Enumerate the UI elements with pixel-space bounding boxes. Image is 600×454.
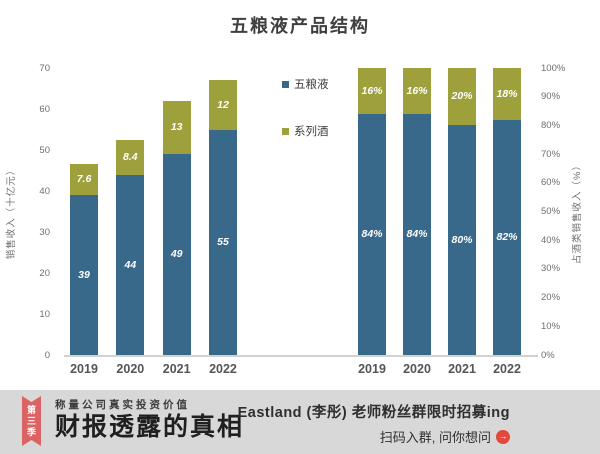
bar-segment: 18% <box>493 68 521 120</box>
bar-group-2020: 44 8.4 2020 <box>116 68 145 376</box>
y-tick-label: 60 <box>39 103 50 115</box>
right-y-axis-ticks: 0% 10% 20% 30% 40% 50% 60% 70% 80% 90% 100% <box>541 63 581 359</box>
bar-value-label: 16% <box>406 84 428 97</box>
bar-group-2022: 82% 18% 2022 <box>493 68 521 376</box>
share-bars: 84% 16% 2019 84% 16% 2020 80% 20% 2021 82% 18% 2022 <box>350 68 537 376</box>
chart-legend: 五粮液 系列酒 <box>282 76 329 139</box>
x-axis-year-label: 2019 <box>70 362 98 376</box>
bar-value-label: 16% <box>361 84 383 97</box>
legend-item-series-liquor: 系列酒 <box>282 123 329 139</box>
left-y-axis-ticks: 0 10 20 30 40 50 60 70 <box>18 63 50 359</box>
bar-value-label: 80% <box>451 233 473 246</box>
y-tick-label: 0% <box>541 349 555 361</box>
bar-segment: 55 <box>208 129 237 355</box>
bar-group-2021: 80% 20% 2021 <box>448 68 476 376</box>
left-y-axis-title: 销售收入（十亿元） <box>6 164 17 259</box>
revenue-bars: 39 7.6 2019 44 8.4 2020 49 13 2021 55 12 2022 <box>65 68 245 376</box>
bar-value-label: 44 <box>124 258 137 271</box>
season-ribbon-label: 第三季 <box>26 404 36 438</box>
legend-swatch-blue-icon <box>282 80 289 88</box>
bar-segment: 44 <box>116 174 145 355</box>
banner-branding: 称量公司真实投资价值 财报透露的真相 <box>55 397 244 442</box>
x-axis-year-label: 2022 <box>209 362 237 376</box>
banner-tagline: 称量公司真实投资价值 <box>55 399 190 411</box>
bar-group-2021: 49 13 2021 <box>162 68 191 376</box>
y-tick-label: 0 <box>44 349 50 361</box>
bar-value-label: 20% <box>451 90 473 103</box>
bar-segment: 82% <box>493 119 521 355</box>
y-tick-label: 20 <box>39 267 50 279</box>
x-axis-year-label: 2020 <box>116 362 145 376</box>
bar-segment: 20% <box>448 68 476 126</box>
legend-swatch-olive-icon <box>282 127 289 135</box>
banner-promo-text: Eastland (李彤) 老师粉丝群限时招募ing 扫码入群, 问你想问 → <box>238 401 510 446</box>
season-ribbon: 第三季 <box>22 396 41 446</box>
y-tick-label: 20% <box>541 291 561 303</box>
y-tick-label: 30% <box>541 263 561 275</box>
bar-segment: 13 <box>162 100 191 155</box>
legend-label-series-liquor: 系列酒 <box>294 126 329 138</box>
bar-group-2019: 84% 16% 2019 <box>358 68 386 376</box>
x-axis-year-label: 2021 <box>448 362 476 376</box>
bar-value-label: 7.6 <box>76 173 92 186</box>
y-tick-label: 30 <box>39 226 50 238</box>
y-tick-label: 100% <box>541 62 566 74</box>
bar-segment: 49 <box>162 154 191 355</box>
bar-segment: 84% <box>358 113 386 355</box>
bar-value-label: 12 <box>217 98 229 111</box>
arrow-circle-icon: → <box>496 429 510 444</box>
legend-label-wuliangye: 五粮液 <box>294 79 329 91</box>
right-y-axis-title: 占酒类销售收入（%） <box>572 159 583 264</box>
bar-segment: 80% <box>448 125 476 355</box>
chart-title: 五粮液产品结构 <box>230 16 370 36</box>
bar-value-label: 84% <box>361 228 383 241</box>
bar-value-label: 49 <box>170 248 183 261</box>
left-y-axis: 销售收入（十亿元） <box>2 68 18 355</box>
promo-line1: Eastland (李彤) 老师粉丝群限时招募ing <box>237 405 510 421</box>
bar-value-label: 84% <box>406 228 428 241</box>
bar-value-label: 8.4 <box>123 151 138 164</box>
bar-group-2019: 39 7.6 2019 <box>70 68 98 376</box>
bar-value-label: 13 <box>170 121 183 134</box>
bar-value-label: 39 <box>78 268 90 281</box>
banner-series-title: 财报透露的真相 <box>55 414 245 441</box>
y-tick-label: 70 <box>39 62 50 74</box>
bar-value-label: 18% <box>496 87 518 100</box>
promo-banner: 第三季 称量公司真实投资价值 财报透露的真相 Eastland (李彤) 老师粉… <box>0 390 600 454</box>
x-axis-year-label: 2021 <box>162 362 191 376</box>
bar-segment: 12 <box>208 80 237 130</box>
right-y-axis: 占酒类销售收入（%） <box>568 68 584 355</box>
x-axis-year-label: 2022 <box>493 362 521 376</box>
y-tick-label: 40% <box>541 234 561 246</box>
y-tick-label: 60% <box>541 177 561 189</box>
y-tick-label: 40 <box>39 185 50 197</box>
y-tick-label: 10% <box>541 320 561 332</box>
y-tick-label: 70% <box>541 148 561 160</box>
promo-line2: 扫码入群, 问你想问 <box>379 430 491 445</box>
y-tick-label: 10 <box>39 308 50 320</box>
y-tick-label: 50% <box>541 205 561 217</box>
promo-line2-row: 扫码入群, 问你想问 → <box>238 427 510 446</box>
bar-segment: 84% <box>403 113 431 355</box>
bar-segment: 7.6 <box>70 163 98 196</box>
bar-segment: 16% <box>403 68 431 114</box>
x-axis-baseline <box>64 355 538 357</box>
bar-group-2022: 55 12 2022 <box>208 68 237 376</box>
y-tick-label: 80% <box>541 119 561 131</box>
bar-segment: 16% <box>358 68 386 114</box>
bar-segment: 39 <box>70 195 98 355</box>
bar-segment: 8.4 <box>116 140 145 175</box>
legend-item-wuliangye: 五粮液 <box>282 76 329 92</box>
bar-group-2020: 84% 16% 2020 <box>403 68 431 376</box>
y-tick-label: 90% <box>541 90 561 102</box>
bar-value-label: 55 <box>217 236 229 248</box>
x-axis-year-label: 2019 <box>358 362 386 376</box>
bar-value-label: 82% <box>496 231 518 244</box>
x-axis-year-label: 2020 <box>403 362 431 376</box>
y-tick-label: 50 <box>39 144 50 156</box>
